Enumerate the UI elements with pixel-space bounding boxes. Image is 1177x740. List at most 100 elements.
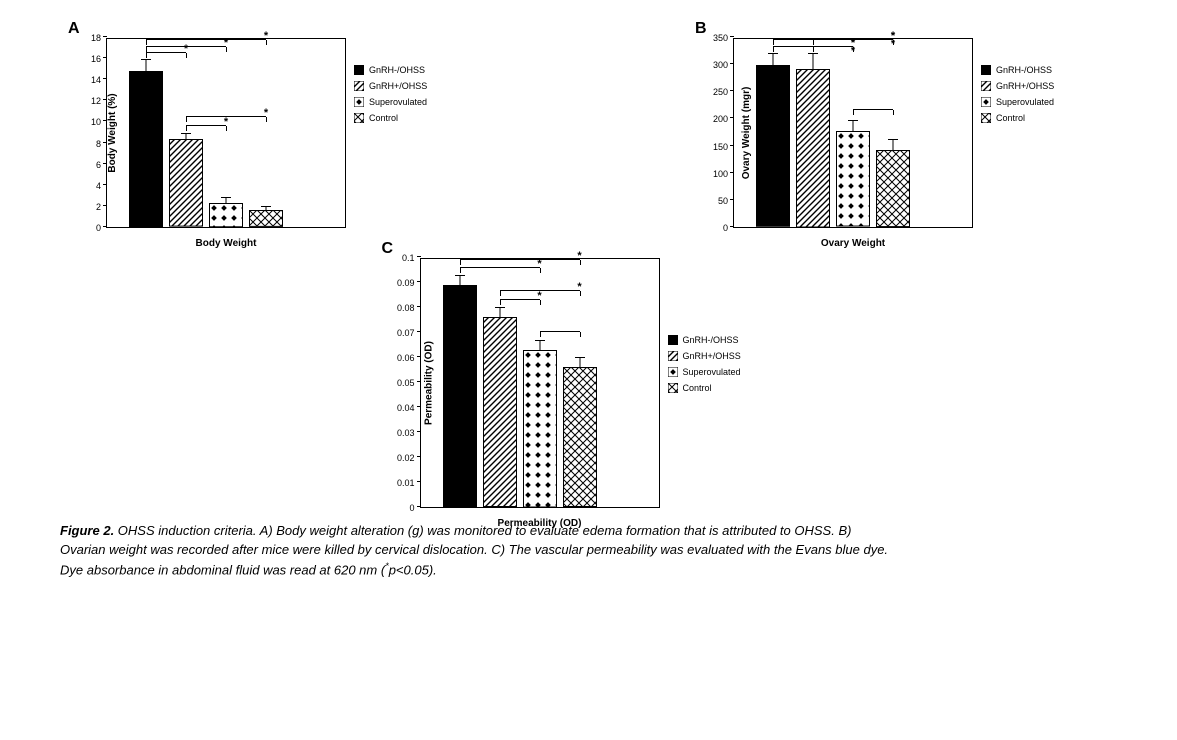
y-tick-label: 0 (723, 223, 734, 233)
significance-bracket-tick (146, 47, 147, 52)
y-tick-label: 18 (91, 33, 107, 43)
significance-bracket (186, 116, 266, 117)
error-cap (141, 59, 151, 60)
y-tick-label: 0.08 (397, 303, 421, 313)
significance-bracket (460, 259, 580, 260)
chart-plot-area: Body Weight (%)Body Weight02468101214161… (106, 38, 346, 228)
y-tick-label: 0.02 (397, 453, 421, 463)
legend: GnRH-/OHSSGnRH+/OHSSSuperovulatedControl (668, 335, 741, 399)
y-tick-mark (730, 172, 734, 173)
y-tick-label: 0.06 (397, 353, 421, 363)
y-tick-mark (417, 281, 421, 282)
bar (209, 203, 243, 227)
y-tick-mark (730, 90, 734, 91)
y-tick-mark (417, 381, 421, 382)
legend-label: Superovulated (369, 97, 427, 107)
y-tick-mark (730, 117, 734, 118)
legend-label: Control (996, 113, 1025, 123)
y-tick-label: 16 (91, 54, 107, 64)
legend-item: Superovulated (354, 97, 427, 107)
y-tick-label: 150 (713, 142, 734, 152)
significance-bracket-tick (500, 291, 501, 296)
legend-item: Superovulated (981, 97, 1054, 107)
y-tick-mark (103, 78, 107, 79)
y-tick-label: 250 (713, 87, 734, 97)
y-tick-label: 0.04 (397, 403, 421, 413)
y-tick-mark (417, 331, 421, 332)
bar (836, 131, 870, 227)
significance-marker: * (537, 290, 541, 302)
significance-bracket-tick (893, 110, 894, 115)
error-bar (893, 139, 894, 150)
bar (756, 65, 790, 227)
bar (796, 69, 830, 228)
legend-swatch (668, 335, 678, 345)
y-tick-mark (730, 63, 734, 64)
bar (169, 139, 203, 227)
y-tick-mark (417, 456, 421, 457)
legend-item: GnRH-/OHSS (981, 65, 1054, 75)
y-tick-label: 12 (91, 96, 107, 106)
legend-item: GnRH-/OHSS (668, 335, 741, 345)
legend-swatch (981, 97, 991, 107)
bottom-row: CPermeability (OD)Permeability (OD)00.01… (60, 240, 1117, 508)
chart-plot-area: Ovary Weight (mgr)Ovary Weight0501001502… (733, 38, 973, 228)
error-cap (575, 357, 585, 358)
legend-item: GnRH-/OHSS (354, 65, 427, 75)
y-tick-label: 0.03 (397, 428, 421, 438)
significance-bracket-tick (813, 40, 814, 45)
caption-text-c: Dye absorbance in abdominal fluid was re… (60, 562, 385, 577)
y-tick-label: 6 (96, 160, 107, 170)
significance-bracket-tick (500, 300, 501, 305)
panel-c: CPermeability (OD)Permeability (OD)00.01… (374, 240, 804, 508)
significance-bracket-tick (813, 47, 814, 52)
y-tick-mark (103, 120, 107, 121)
significance-bracket (813, 46, 853, 47)
y-tick-label: 0.05 (397, 378, 421, 388)
panel-label: B (695, 20, 707, 38)
caption-lead: Figure 2. (60, 523, 114, 538)
legend: GnRH-/OHSSGnRH+/OHSSSuperovulatedControl (354, 65, 427, 129)
y-axis-label: Permeability (OD) (423, 341, 434, 425)
significance-marker: * (264, 107, 268, 119)
legend-label: GnRH-/OHSS (996, 65, 1052, 75)
legend-label: Superovulated (683, 367, 741, 377)
y-tick-label: 0 (409, 503, 420, 513)
significance-bracket-tick (853, 110, 854, 115)
y-tick-label: 4 (96, 181, 107, 191)
y-tick-label: 0.07 (397, 328, 421, 338)
error-cap (535, 340, 545, 341)
legend-label: GnRH+/OHSS (369, 81, 427, 91)
x-axis-label: Body Weight (126, 238, 326, 249)
figure-caption: Figure 2. OHSS induction criteria. A) Bo… (60, 522, 1117, 580)
bar (876, 150, 910, 227)
y-tick-mark (103, 142, 107, 143)
error-bar (459, 275, 460, 285)
legend-swatch (354, 97, 364, 107)
legend-item: Control (668, 383, 741, 393)
y-tick-label: 200 (713, 114, 734, 124)
significance-bracket (146, 46, 226, 47)
y-tick-label: 350 (713, 33, 734, 43)
bar (443, 285, 477, 508)
bar (483, 317, 517, 507)
error-cap (808, 53, 818, 54)
legend-label: GnRH-/OHSS (683, 335, 739, 345)
y-tick-mark (103, 184, 107, 185)
y-tick-mark (417, 506, 421, 507)
error-bar (499, 307, 500, 317)
significance-bracket (186, 125, 226, 126)
error-bar (579, 357, 580, 367)
legend-label: GnRH+/OHSS (996, 81, 1054, 91)
bar (523, 350, 557, 508)
significance-bracket-tick (460, 260, 461, 265)
error-cap (848, 120, 858, 121)
legend: GnRH-/OHSS GnRH+/OHSS Superovulated Control (981, 65, 1054, 129)
significance-bracket-tick (146, 53, 147, 58)
error-bar (853, 120, 854, 132)
bar (129, 71, 163, 227)
significance-bracket (853, 109, 893, 110)
legend-swatch (981, 113, 991, 123)
legend-item: GnRH+/OHSS (354, 81, 427, 91)
significance-bracket (460, 267, 540, 268)
